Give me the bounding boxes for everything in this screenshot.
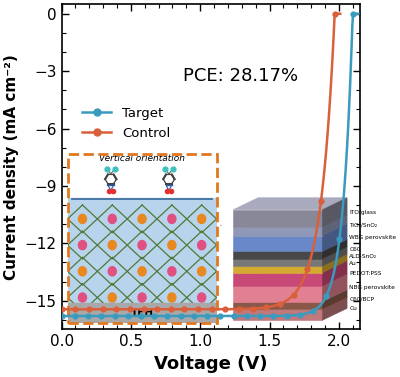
Text: PCE: 28.17%: PCE: 28.17% bbox=[183, 67, 298, 85]
Legend: Target, Control: Target, Control bbox=[77, 102, 176, 145]
Y-axis label: Current density (mA cm⁻²): Current density (mA cm⁻²) bbox=[4, 54, 19, 280]
X-axis label: Voltage (V): Voltage (V) bbox=[154, 355, 267, 373]
